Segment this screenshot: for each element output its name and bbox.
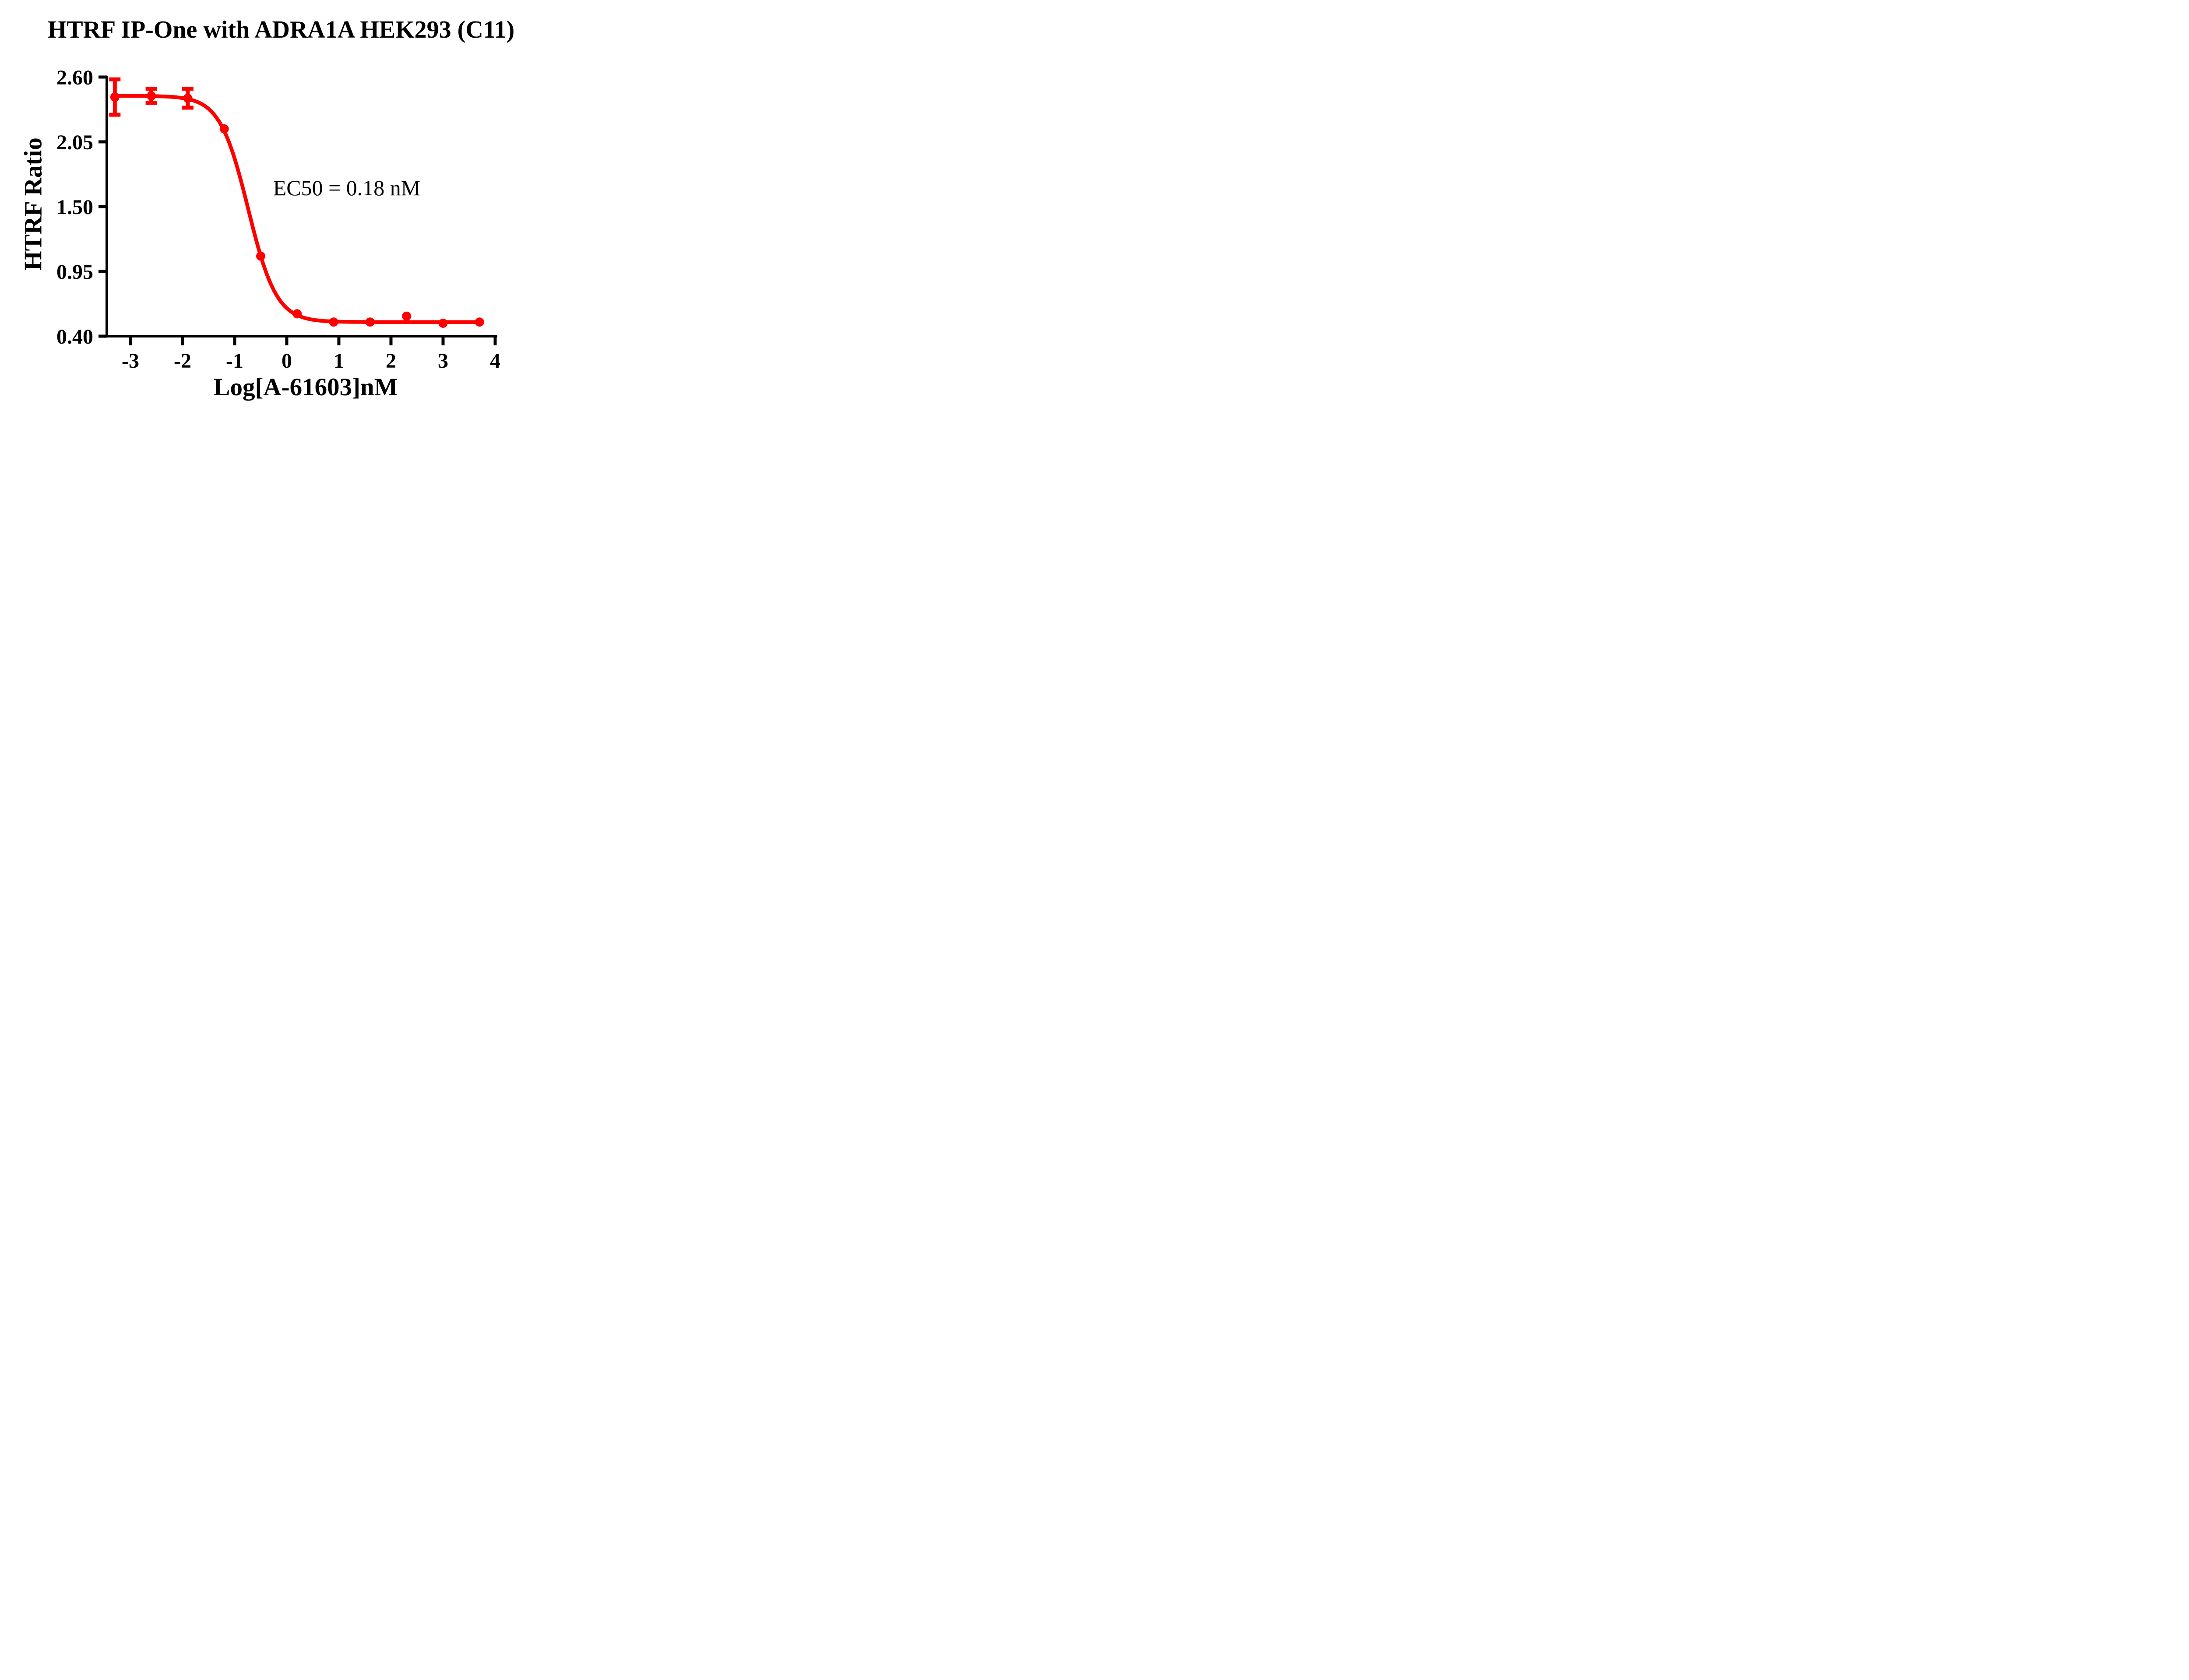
data-point-marker <box>256 251 265 261</box>
data-point-marker <box>110 92 120 102</box>
y-tick-label: 0.40 <box>56 325 93 348</box>
data-point-marker <box>292 309 302 319</box>
dose-response-curve <box>113 94 482 324</box>
plot-area: 2.60 2.05 1.50 0.95 0.40 -3 -2 -1 0 1 2 3 4 <box>56 66 500 373</box>
data-point-marker <box>219 124 229 134</box>
y-tick-label: 2.05 <box>56 131 93 154</box>
axis-lines <box>106 76 497 337</box>
x-tick-label: -3 <box>122 349 139 373</box>
x-tick-label: 4 <box>490 349 500 373</box>
chart-title: HTRF IP-One with ADRA1A HEK293 (C11) <box>47 16 515 43</box>
data-point-marker <box>147 91 156 101</box>
x-tick-label: 3 <box>438 349 448 373</box>
y-tick-label: 1.50 <box>56 196 93 219</box>
data-point-marker <box>402 311 412 321</box>
y-axis-title: HTRF Ratio <box>19 137 47 271</box>
data-point-marker <box>329 317 338 327</box>
data-point-marker <box>475 317 484 327</box>
data-point-marker <box>365 317 375 327</box>
x-axis-title: Log[A-61603]nM <box>213 373 398 401</box>
x-tick-label: -2 <box>174 349 191 373</box>
x-tick-label: 0 <box>282 349 292 373</box>
x-tick-label: 1 <box>334 349 344 373</box>
y-tick-label: 0.95 <box>56 260 93 284</box>
data-point-marker <box>438 318 448 328</box>
x-tick-label: -1 <box>226 349 243 373</box>
chart-figure: 2.60 2.05 1.50 0.95 0.40 -3 -2 -1 0 1 2 3 4 HTRF IP-… <box>0 0 562 420</box>
ec50-annotation: EC50 = 0.18 nM <box>273 176 421 200</box>
x-tick-label: 2 <box>386 349 396 373</box>
y-tick-label: 2.60 <box>56 66 93 89</box>
data-point-marker <box>183 93 193 103</box>
